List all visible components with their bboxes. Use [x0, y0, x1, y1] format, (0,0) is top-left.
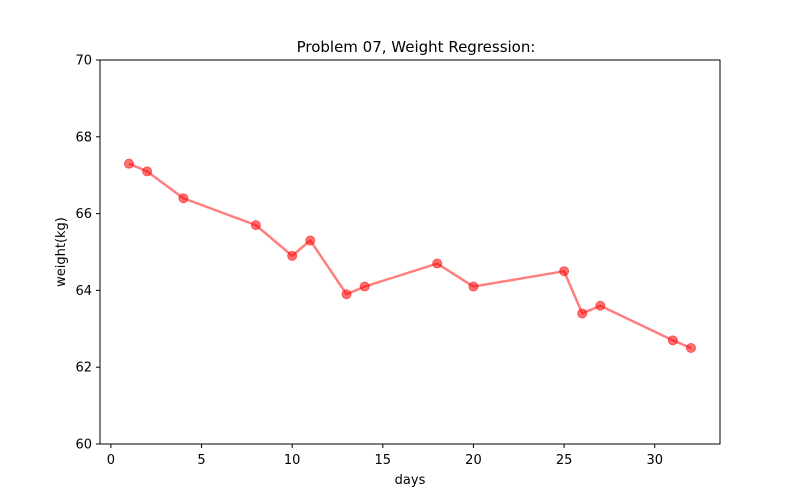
y-tick-label: 60: [75, 438, 92, 453]
plot-area-frame: [99, 59, 721, 445]
x-tick-label: 15: [375, 453, 392, 468]
data-point: [287, 250, 298, 261]
y-axis-label: weight(kg): [54, 217, 69, 287]
data-point: [178, 193, 189, 204]
x-tick-label: 20: [465, 453, 482, 468]
series-layer: [124, 158, 696, 353]
data-point: [359, 281, 370, 292]
y-tick-label: 66: [75, 207, 92, 222]
y-tick-label: 64: [75, 284, 92, 299]
data-point: [432, 258, 443, 269]
data-point: [250, 220, 261, 231]
y-tick-label: 62: [75, 361, 92, 376]
data-point: [142, 166, 153, 177]
data-point: [667, 335, 678, 346]
data-point: [577, 308, 588, 319]
data-point: [559, 266, 570, 277]
x-tick-label: 30: [646, 453, 663, 468]
data-point: [124, 158, 135, 169]
chart-title: Problem 07, Weight Regression:: [297, 38, 536, 56]
y-axis: 60 62 64 66 68 70: [75, 54, 100, 453]
y-tick-label: 68: [75, 130, 92, 145]
data-point: [305, 235, 316, 246]
data-point: [685, 343, 696, 353]
data-point: [341, 289, 352, 300]
x-tick-label: 25: [556, 453, 573, 468]
x-tick-label: 0: [107, 453, 115, 468]
x-axis: 0 5 10 15 20 25 30: [107, 444, 663, 468]
x-axis-label: days: [395, 473, 426, 488]
data-point: [595, 300, 606, 311]
data-point: [468, 281, 479, 292]
y-tick-label: 70: [75, 54, 92, 69]
x-tick-label: 5: [197, 453, 205, 468]
x-tick-label: 10: [284, 453, 301, 468]
series-line: [128, 162, 692, 350]
